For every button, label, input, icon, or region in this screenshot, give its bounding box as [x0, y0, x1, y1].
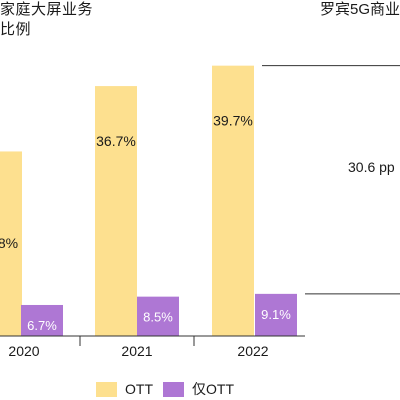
chart-title-line-1: 家庭大屏业务 [0, 1, 94, 18]
label-ott-2021: 36.7% [96, 133, 136, 149]
label-ott-only-2022: 9.1% [261, 307, 291, 322]
chart-title: 家庭大屏业务 比例 [0, 0, 93, 40]
legend: OTT 仅OTT [96, 379, 234, 399]
bar-ott-2022 [212, 65, 254, 337]
bar-ott-2020 [0, 151, 22, 336]
label-ott-2020: 8% [0, 235, 18, 251]
legend-item-ott-only: 仅OTT [163, 379, 234, 399]
legend-label-ott-only: 仅OTT [192, 381, 234, 397]
bar-ott-only-2020 [21, 304, 63, 336]
x-tick-2021: 2021 [121, 343, 152, 359]
x-tick-2020: 2020 [8, 343, 39, 359]
bar-ott-only-2022 [255, 293, 297, 336]
legend-item-ott: OTT [96, 381, 153, 397]
side-title: 罗宾5G商业 [320, 1, 400, 18]
bar-ott-2021 [95, 86, 137, 336]
chart-title-line-2: 比例 [0, 21, 32, 38]
bar-ott-only-2021 [137, 296, 179, 336]
label-ott-2022: 39.7% [213, 113, 253, 129]
gap-annotation: 30.6 pp [348, 159, 395, 175]
legend-swatch-ott-only [163, 381, 184, 397]
x-tick-2022: 2022 [237, 343, 268, 359]
label-ott-only-2020: 6.7% [27, 318, 57, 333]
label-ott-only-2021: 8.5% [143, 310, 173, 325]
legend-label-ott: OTT [125, 381, 153, 397]
legend-swatch-ott [96, 381, 117, 397]
